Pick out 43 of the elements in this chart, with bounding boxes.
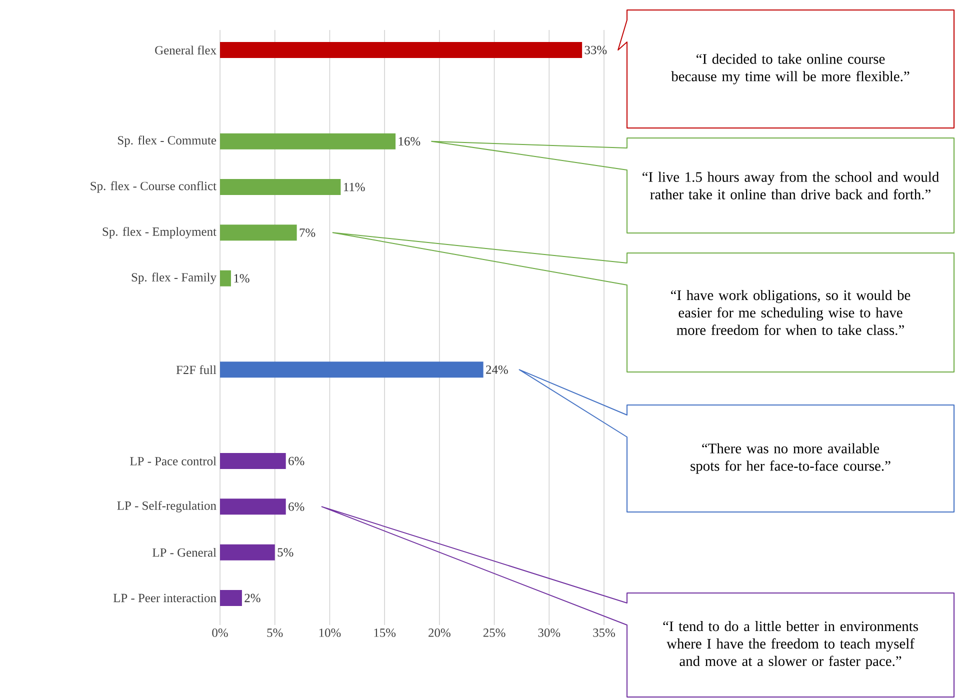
y-tick-label: General flex [155, 46, 216, 54]
y-tick-label: Sp. flex - Family [132, 272, 216, 284]
data-label: 24% [486, 365, 508, 374]
data-label: 6% [288, 502, 304, 511]
data-label: 5% [278, 548, 294, 557]
bar [220, 453, 286, 470]
data-label: 1% [234, 274, 250, 283]
y-tick-label: LP - Peer interaction [113, 594, 216, 602]
x-tick-label: 5% [267, 628, 283, 637]
text: “There was no more available spots for her face-to-face course.” [690, 443, 890, 474]
bar [220, 590, 242, 606]
bar [220, 362, 484, 378]
x-tick-label: 20% [428, 628, 450, 637]
y-tick-label: LP - Pace control [130, 456, 216, 466]
x-tick-label: 0% [212, 628, 228, 637]
x-tick-label: 30% [538, 628, 560, 637]
x-tick-label: 15% [374, 628, 396, 637]
y-tick-label: LP - Self-regulation [117, 500, 216, 512]
y-tick-label: F2F full [176, 365, 216, 374]
bar [220, 270, 231, 286]
bar [220, 133, 396, 150]
text: “I live 1.5 hours away from the school and would rather take it online than drive back and forth.” [642, 172, 939, 200]
text: “I tend to do a little better in environments where I have the freedom to teach myself and move at a slower or faster pace.” [663, 621, 918, 669]
y-tick-label: LP - General [152, 548, 216, 557]
bar [220, 42, 582, 58]
x-tick-label: 35% [593, 628, 615, 637]
x-tick-label: 25% [483, 628, 506, 637]
data-label: 11% [344, 182, 365, 192]
data-label: 16% [398, 137, 420, 146]
y-tick-label: Sp. flex - Commute [118, 136, 216, 148]
text: “I have work obligations, so it would be easier for me scheduling wise to have more freedom for when to take class.” [671, 290, 910, 336]
y-tick-label: Sp. flex - Employment [102, 226, 216, 238]
data-label: 7% [300, 228, 316, 237]
bar [220, 179, 341, 196]
text: “I decided to take online course because my time will be more flexible.” [671, 54, 910, 84]
data-label: 6% [288, 456, 304, 466]
data-label: 33% [584, 46, 607, 54]
bar [220, 498, 286, 515]
y-tick-label: Sp. flex - Course conflict [90, 181, 216, 193]
bar [220, 224, 297, 241]
data-label: 2% [244, 594, 260, 602]
bar [220, 544, 275, 560]
x-tick-label: 10% [319, 628, 341, 637]
